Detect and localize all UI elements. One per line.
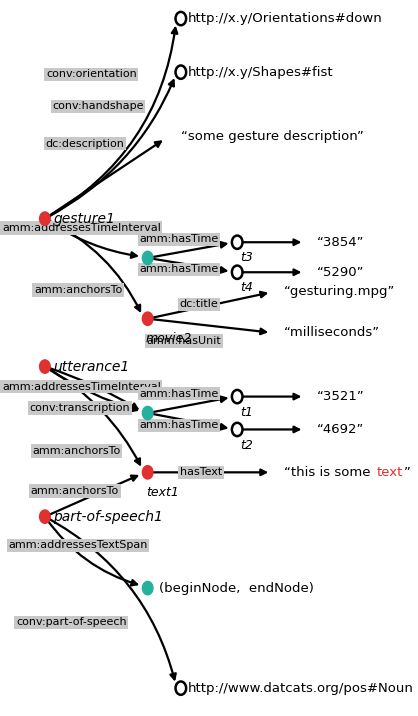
Text: “some gesture description”: “some gesture description”	[181, 130, 364, 143]
Ellipse shape	[176, 682, 186, 695]
Text: utterance1: utterance1	[53, 359, 130, 374]
Text: amm:addressesTimeInterval: amm:addressesTimeInterval	[2, 382, 161, 392]
Ellipse shape	[232, 266, 242, 279]
Ellipse shape	[176, 12, 186, 25]
Text: amm:anchorsTo: amm:anchorsTo	[31, 486, 119, 496]
Text: “gesturing.mpg”: “gesturing.mpg”	[284, 285, 395, 298]
Text: conv:orientation: conv:orientation	[46, 69, 137, 79]
Text: (beginNode,  endNode): (beginNode, endNode)	[159, 581, 314, 594]
Text: amm:hasTime: amm:hasTime	[140, 389, 219, 399]
Text: http://x.y/Orientations#down: http://x.y/Orientations#down	[187, 12, 382, 25]
Text: dc:title: dc:title	[180, 299, 219, 309]
Ellipse shape	[143, 465, 153, 479]
Text: t1: t1	[240, 406, 253, 419]
Text: gesture1: gesture1	[53, 212, 115, 226]
Ellipse shape	[40, 510, 50, 523]
Text: t3: t3	[240, 251, 253, 264]
Ellipse shape	[40, 360, 50, 373]
Text: ”: ”	[403, 466, 410, 479]
Text: “4692”: “4692”	[317, 423, 364, 436]
Text: amm:hasTime: amm:hasTime	[140, 234, 219, 244]
Text: “this is some: “this is some	[284, 466, 375, 479]
Text: text1: text1	[146, 486, 179, 499]
Text: amm:addressesTextSpan: amm:addressesTextSpan	[8, 541, 148, 550]
Text: amm:hasTime: amm:hasTime	[140, 264, 219, 274]
Text: dc:description: dc:description	[45, 139, 124, 149]
Text: amm:anchorsTo: amm:anchorsTo	[34, 285, 122, 295]
Text: amm:addressesTimeInterval: amm:addressesTimeInterval	[2, 223, 161, 233]
Text: movie2: movie2	[146, 332, 192, 345]
Ellipse shape	[40, 212, 50, 226]
Text: “5290”: “5290”	[317, 266, 364, 279]
Ellipse shape	[143, 407, 153, 420]
Text: amm:anchorsTo: amm:anchorsTo	[32, 446, 120, 456]
Text: “milliseconds”: “milliseconds”	[284, 326, 380, 339]
Ellipse shape	[143, 581, 153, 595]
Text: amm:hasTime: amm:hasTime	[140, 420, 219, 430]
Ellipse shape	[232, 236, 242, 249]
Text: text: text	[377, 466, 403, 479]
Text: part-of-speech1: part-of-speech1	[53, 510, 163, 523]
Ellipse shape	[143, 251, 153, 265]
Ellipse shape	[143, 312, 153, 325]
Text: conv:handshape: conv:handshape	[52, 102, 144, 112]
Text: “3854”: “3854”	[317, 236, 364, 248]
Ellipse shape	[232, 390, 242, 403]
Text: “3521”: “3521”	[317, 390, 364, 403]
Text: http://www.datcats.org/pos#Noun: http://www.datcats.org/pos#Noun	[187, 682, 413, 695]
Text: conv:transcription: conv:transcription	[29, 403, 130, 413]
Ellipse shape	[176, 65, 186, 79]
Text: t4: t4	[240, 281, 253, 294]
Text: hasText: hasText	[180, 468, 222, 478]
Text: conv:part-of-speech: conv:part-of-speech	[16, 617, 127, 627]
Text: amm:hasUnit: amm:hasUnit	[147, 336, 222, 346]
Ellipse shape	[232, 422, 242, 436]
Text: t2: t2	[240, 439, 253, 452]
Text: http://x.y/Shapes#fist: http://x.y/Shapes#fist	[187, 66, 333, 79]
